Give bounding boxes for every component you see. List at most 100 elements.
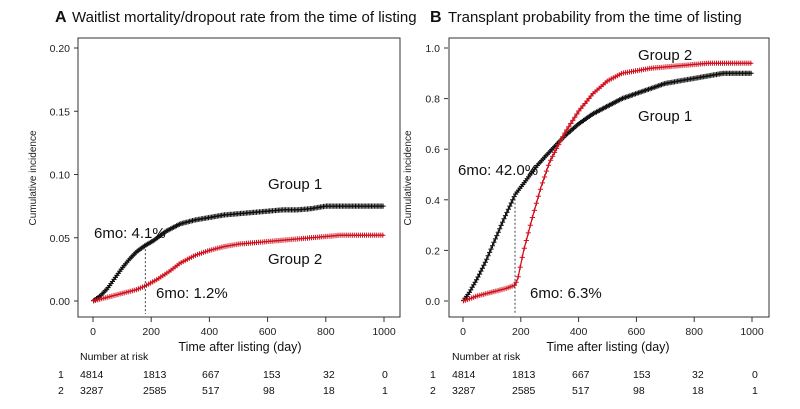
panel-a-plot-frame [77,37,401,318]
panel-a-x-tick: 0 [90,326,96,338]
panel-a-risk-value: 1813 [143,369,167,381]
panel-b-series-group-2-censor-mark [515,274,521,280]
panel-b-series-group-1-censor-mark [511,194,517,200]
panel-b-y-tick: 0.0 [425,296,440,308]
panel-a-risk-value: 32 [323,369,335,381]
panel-b-series-group-2-censor-mark [552,149,558,155]
panel-b-risk-group-label: 2 [430,385,436,397]
panel-b-series-group-2-censor-mark [533,200,539,206]
panel-b-marks [444,47,754,322]
panel-b-series-group-2-line [462,62,752,302]
panel-b-series-group-2-censor-mark [543,168,550,174]
panel-a-risk-value: 18 [323,385,335,397]
panel-b-series-group-2-censor-mark [531,207,537,213]
panel-a-y-axis-label: Cumulative incidence [28,130,39,225]
panel-b-series-group-1-censor-mark [488,246,494,252]
panel-b-x-tick: 1000 [740,326,764,338]
panel-a-title: Waitlist mortality/dropout rate from the… [72,9,417,26]
panel-b-series-group-2-censor-mark [521,245,527,251]
panel-b-series-group-2-censor-mark [556,142,562,148]
panel-b-series-group-2-censor-mark [568,120,574,127]
panel-b-risk-value: 4814 [452,369,476,381]
panel-a-y-tick: 0.15 [50,106,71,118]
panel-b-series-group-2-censor-mark [560,134,566,140]
panel-a-risk-value: 4814 [80,369,104,381]
panel-b-series-group-1-censor-mark [504,209,510,215]
panel-b-series-group-1-censor-mark [487,249,493,255]
panel-b-y-tick: 0.8 [425,94,440,106]
panel-b-group1-label: Group 1 [638,108,692,125]
panel-a-risk-value: 0 [382,369,388,381]
panel-b-series-group-2-censor-mark [525,230,531,236]
panel-b-series-group-1-censor-mark [485,253,491,259]
panel-b-x-tick: 600 [628,326,646,338]
panel-b-series-group-1-censor-mark [481,262,487,268]
panel-a-risk-row-2: 2 3287 2585 517 98 18 1 [58,385,388,397]
panel-b-x-tick: 200 [512,326,530,338]
panel-a-letter: A [55,9,67,26]
panel-a-x-tick: 1000 [372,326,396,338]
panel-b-series-group-2-censor-mark [537,186,544,192]
panel-a-risk-value: 1 [382,385,388,397]
panel-b-series-group-2-censor-mark [572,114,578,120]
panel-a-risk-value: 3287 [80,385,104,397]
panel-b-series-group-2-censor-mark [529,214,535,221]
panel-b-series-group-1-censor-mark [500,219,506,225]
panel-b-risk-value: 98 [633,385,645,397]
panel-b-risk-value: 0 [752,369,758,381]
panel-b-series-group-1-censor-mark [497,226,503,232]
panel-a-y-ticks: 0.00 0.05 0.10 0.15 0.20 [50,43,71,308]
panel-b-risk-row-2: 2 3287 2585 517 98 18 1 [430,385,758,397]
panel-a-marks [74,47,386,322]
panel-b-x-tick: 800 [685,326,703,338]
panel-b-y-tick: 1.0 [425,43,440,55]
panel-a-x-tick: 200 [142,326,160,338]
panel-b-risk-value: 153 [633,369,651,381]
panel-b-series-group-1-censor-mark [476,271,483,277]
panel-b-series-group-2-censor-mark [517,264,523,270]
panel-b-series-group-2-censor-mark [562,130,568,136]
panel-b-series-group-2-censor-mark [558,138,564,144]
panel-a-y-tick: 0.20 [50,43,71,55]
panel-b-series-group-1-censor-mark [492,236,498,242]
panel-b-6mo-group1-annotation: 6mo: 42.0% [458,162,538,179]
panel-b-series-group-1-censor-mark [491,239,497,245]
panel-a-y-tick: 0.10 [50,170,71,182]
panel-b-risk-value: 32 [692,369,704,381]
panel-b-series-group-1-censor-mark [498,222,504,228]
panel-b-series-group-2-censor-mark [519,254,525,260]
panel-b: B Transplant probability from the time o… [403,9,770,397]
panel-b-series-group-1-censor-mark [489,243,496,249]
panel-b-series-group-2-censor-mark [513,279,519,285]
panel-b-series-group-1-censor-mark [475,274,481,280]
panel-a-series-group-1-line [92,205,384,302]
panel-b-series-group-2-censor-mark [548,157,554,163]
panel-a-x-ticks: 0 200 400 600 800 1000 [90,326,396,338]
panel-b-6mo-group2-annotation: 6mo: 6.3% [530,285,602,302]
panel-a-series-group-2-censor-mark [380,232,386,238]
panel-b-risk-value: 517 [572,385,590,397]
panel-b-series-group-1-censor-mark [479,265,485,271]
panel-a-risk-value: 153 [263,369,281,381]
panel-b-risk-value: 3287 [452,385,476,397]
panel-b-series-group-2-censor-mark [541,174,548,180]
panel-b-series-group-2-censor-mark [748,60,754,66]
panel-b-series-group-1-censor-mark [507,203,513,209]
panel-b-risk-value: 2585 [512,385,536,397]
panel-b-series-group-1-censor-mark [508,200,514,206]
panel-b-risk-heading: Number at risk [452,351,521,363]
panel-a-risk-group-label: 1 [58,369,64,381]
panel-a-x-axis-label: Time after listing (day) [178,340,301,354]
panel-b-risk-value: 1 [752,385,758,397]
panel-b-y-tick: 0.2 [425,245,440,257]
panel-a-group2-label: Group 2 [268,251,322,268]
panel-a-group1-label: Group 1 [268,176,322,193]
panel-b-series-group-1-censor-mark [494,233,500,239]
panel-b-series-group-1-censor-mark [501,216,507,222]
panel-b-series-group-2-censor-mark [550,153,556,159]
panel-a-risk-heading: Number at risk [80,351,149,363]
panel-b-x-tick: 400 [570,326,588,338]
panel-b-series-group-2-censor-mark [511,282,517,288]
panel-b-x-ticks: 0 200 400 600 800 1000 [460,326,764,338]
